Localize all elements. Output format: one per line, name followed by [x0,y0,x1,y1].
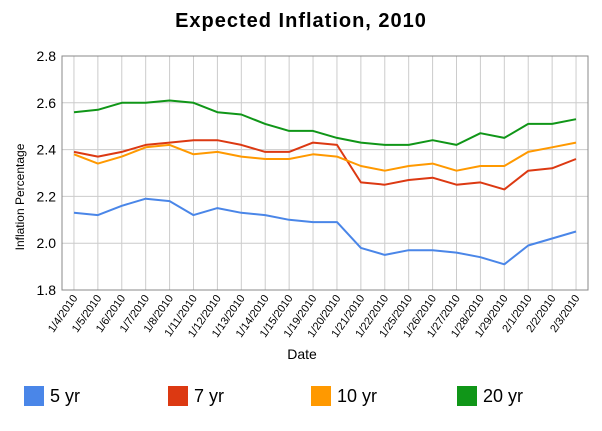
legend-swatch [457,386,477,406]
y-tick-label: 2.0 [37,235,57,251]
series-line-3[interactable] [73,99,577,146]
legend-item-5yr[interactable]: 5 yr [24,383,80,409]
series-line-0[interactable] [73,197,577,266]
legend-swatch [168,386,188,406]
x-axis-label: Date [287,346,317,362]
legend-label: 7 yr [194,385,225,406]
legend-swatch [24,386,44,406]
y-tick-label: 2.8 [37,48,57,64]
y-tick-label: 2.6 [37,95,57,111]
gridlines [62,55,588,291]
legend-label: 20 yr [483,385,524,406]
legend-item-20yr[interactable]: 20 yr [457,383,523,409]
tick-labels: 1.82.02.22.42.62.81/4/20101/5/20101/6/20… [37,48,583,340]
y-tick-label: 2.4 [37,142,57,158]
legend-item-7yr[interactable]: 7 yr [168,383,224,409]
legend-swatch [311,386,331,406]
y-tick-label: 1.8 [37,282,57,298]
series-line-2[interactable] [73,141,577,172]
axes [61,55,589,291]
y-tick-label: 2.2 [37,188,57,204]
chart-title: Expected Inflation, 2010 [175,10,427,32]
series-line-1[interactable] [73,139,577,191]
legend: 5 yr 7 yr 10 yr 20 yr [0,383,602,413]
y-axis-label: Inflation Percentage [13,143,27,250]
legend-label: 10 yr [337,385,378,406]
series-lines [73,99,577,266]
plot-frame [61,55,589,291]
legend-label: 5 yr [50,385,81,406]
legend-item-10yr[interactable]: 10 yr [311,383,377,409]
